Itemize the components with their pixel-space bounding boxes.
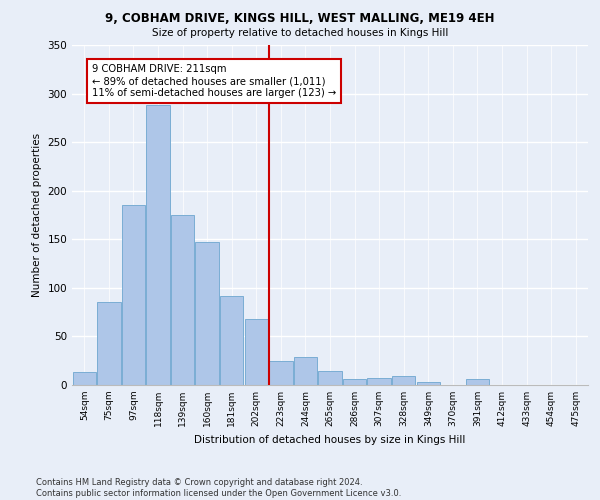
Bar: [343, 379, 366, 385]
Text: Contains HM Land Registry data © Crown copyright and database right 2024.
Contai: Contains HM Land Registry data © Crown c…: [36, 478, 401, 498]
Bar: [416, 382, 440, 385]
Bar: [73, 372, 96, 385]
Text: 9, COBHAM DRIVE, KINGS HILL, WEST MALLING, ME19 4EH: 9, COBHAM DRIVE, KINGS HILL, WEST MALLIN…: [105, 12, 495, 26]
Bar: [245, 319, 268, 385]
Bar: [146, 105, 170, 385]
Bar: [97, 302, 121, 385]
Bar: [220, 296, 244, 385]
Y-axis label: Number of detached properties: Number of detached properties: [32, 133, 42, 297]
Bar: [294, 357, 317, 385]
Bar: [171, 215, 194, 385]
Bar: [122, 206, 145, 385]
Bar: [196, 242, 219, 385]
Bar: [392, 376, 415, 385]
Bar: [319, 372, 341, 385]
X-axis label: Distribution of detached houses by size in Kings Hill: Distribution of detached houses by size …: [194, 434, 466, 444]
Text: 9 COBHAM DRIVE: 211sqm
← 89% of detached houses are smaller (1,011)
11% of semi-: 9 COBHAM DRIVE: 211sqm ← 89% of detached…: [92, 64, 336, 98]
Bar: [269, 360, 293, 385]
Text: Size of property relative to detached houses in Kings Hill: Size of property relative to detached ho…: [152, 28, 448, 38]
Bar: [367, 378, 391, 385]
Bar: [466, 379, 489, 385]
